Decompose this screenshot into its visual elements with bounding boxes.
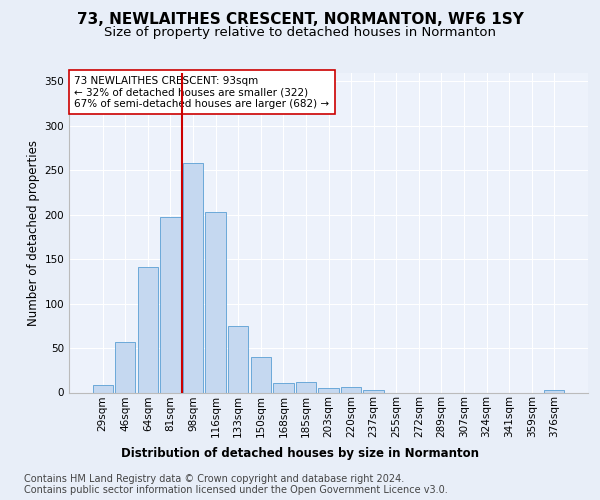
Bar xyxy=(273,382,293,392)
Bar xyxy=(251,357,271,392)
Text: Contains public sector information licensed under the Open Government Licence v3: Contains public sector information licen… xyxy=(24,485,448,495)
Text: 73, NEWLAITHES CRESCENT, NORMANTON, WF6 1SY: 73, NEWLAITHES CRESCENT, NORMANTON, WF6 … xyxy=(77,12,523,28)
Bar xyxy=(364,390,384,392)
Bar xyxy=(319,388,338,392)
Bar xyxy=(296,382,316,392)
Text: Size of property relative to detached houses in Normanton: Size of property relative to detached ho… xyxy=(104,26,496,39)
Text: Distribution of detached houses by size in Normanton: Distribution of detached houses by size … xyxy=(121,448,479,460)
Y-axis label: Number of detached properties: Number of detached properties xyxy=(27,140,40,326)
Bar xyxy=(138,267,158,392)
Bar xyxy=(183,163,203,392)
Text: 73 NEWLAITHES CRESCENT: 93sqm
← 32% of detached houses are smaller (322)
67% of : 73 NEWLAITHES CRESCENT: 93sqm ← 32% of d… xyxy=(74,76,329,109)
Bar xyxy=(228,326,248,392)
Bar xyxy=(205,212,226,392)
Bar xyxy=(544,390,565,392)
Text: Contains HM Land Registry data © Crown copyright and database right 2024.: Contains HM Land Registry data © Crown c… xyxy=(24,474,404,484)
Bar xyxy=(341,387,361,392)
Bar xyxy=(160,216,181,392)
Bar xyxy=(92,386,113,392)
Bar xyxy=(115,342,136,392)
